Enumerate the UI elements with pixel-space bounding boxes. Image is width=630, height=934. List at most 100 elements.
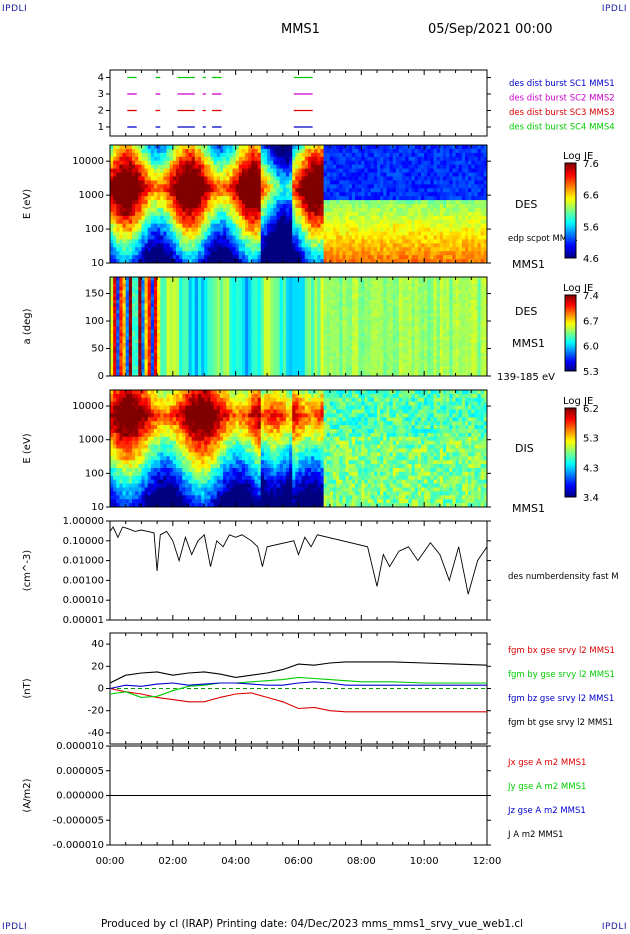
des-energy-cell (125, 231, 130, 236)
des-energy-cell (295, 172, 299, 177)
des-energy-cell (351, 188, 356, 193)
des-energy-column (210, 145, 215, 264)
des-energy-cell (392, 164, 397, 169)
des-energy-cell (323, 188, 328, 193)
des-energy-cell (436, 164, 441, 169)
des-energy-cell (304, 180, 309, 185)
des-pitch-cell (197, 296, 202, 301)
des-pitch-cell (194, 346, 199, 350)
des-energy-cell (471, 172, 475, 177)
des-energy-cell (345, 247, 350, 252)
des-energy-cell (201, 180, 205, 185)
des-energy-cell (329, 176, 334, 181)
des-energy-cell (125, 223, 130, 228)
des-pitch-cell (141, 329, 145, 334)
des-energy-cell (380, 255, 384, 260)
des-pitch-cell (188, 323, 193, 327)
des-energy-cell (414, 215, 419, 221)
des-energy-cell (367, 219, 372, 225)
des-energy-cell (141, 251, 145, 256)
des-energy-cell (128, 152, 133, 158)
des-pitch-cell (191, 359, 196, 364)
des-energy-cell (182, 239, 186, 244)
des-energy-cell (226, 215, 230, 221)
des-energy-cell (285, 164, 290, 169)
des-energy-cell (455, 235, 460, 240)
des-energy-cell (298, 168, 303, 173)
des-energy-cell (465, 259, 469, 264)
des-energy-cell (417, 259, 422, 264)
des-energy-cell (172, 219, 177, 225)
des-pitch-cell (138, 356, 142, 360)
des-energy-cell (333, 227, 337, 232)
des-pitch-cell (166, 300, 171, 304)
des-energy-cell (282, 192, 287, 197)
des-energy-cell (402, 231, 406, 236)
des-pitch-cell (135, 319, 139, 324)
des-energy-cell (182, 196, 186, 201)
des-pitch-cell (210, 369, 215, 374)
des-pitch-cell (210, 303, 215, 308)
des-energy-cell (273, 259, 277, 264)
corner-label-bottom-left: IPDLI (2, 922, 28, 932)
des-energy-cell (292, 255, 296, 260)
des-energy-cell (188, 207, 193, 213)
des-energy-cell (329, 231, 334, 236)
des-energy-cell (461, 251, 466, 256)
des-energy-cell (257, 156, 262, 162)
des-energy-cell (317, 148, 321, 154)
des-energy-cell (314, 207, 318, 213)
des-pitch-cell (197, 316, 202, 321)
des-energy-cell (245, 145, 249, 150)
des-energy-cell (377, 184, 381, 189)
des-energy-cell (147, 172, 152, 177)
des-energy-cell (465, 156, 469, 162)
des-energy-cell (194, 207, 199, 213)
des-energy-cell (326, 235, 331, 240)
des-pitch-cell (113, 333, 117, 337)
des-pitch-cell (210, 313, 215, 317)
des-energy-cell (238, 192, 243, 197)
des-energy-cell (402, 215, 406, 221)
des-energy-cell (282, 160, 287, 166)
des-energy-cell (421, 188, 425, 193)
des-energy-cell (210, 156, 215, 162)
des-energy-cell (116, 172, 120, 177)
des-energy-cell (408, 219, 412, 225)
des-pitch-cell (175, 319, 180, 324)
des-energy-cell (311, 176, 315, 181)
des-energy-cell (465, 148, 469, 154)
des-energy-cell (166, 251, 171, 256)
des-energy-cell (119, 231, 123, 236)
des-pitch-cell (122, 339, 127, 344)
des-energy-cell (311, 231, 315, 236)
des-pitch-cell (138, 372, 142, 377)
des-pitch-cell (128, 362, 133, 367)
des-energy-cell (336, 196, 340, 201)
des-energy-cell (270, 184, 274, 189)
des-energy-cell (424, 223, 428, 228)
des-pitch-cell (116, 296, 120, 301)
des-energy-cell (194, 188, 199, 193)
des-energy-cell (122, 168, 127, 173)
des-energy-cell (433, 223, 438, 228)
des-energy-column (285, 145, 290, 264)
des-pitch-cell (216, 293, 221, 298)
des-energy-cell (345, 188, 350, 193)
des-energy-cell (163, 172, 167, 177)
des-pitch-cell (110, 290, 114, 294)
des-energy-cell (285, 247, 290, 252)
des-energy-cell (135, 180, 139, 185)
des-energy-cell (443, 145, 447, 150)
des-energy-cell (333, 259, 337, 264)
des-energy-cell (172, 255, 177, 260)
des-energy-cell (449, 259, 453, 264)
des-pitch-cell (210, 329, 215, 334)
des-energy-cell (399, 215, 403, 221)
des-energy-cell (110, 145, 114, 150)
des-energy-cell (427, 172, 431, 177)
des-energy-cell (289, 200, 293, 205)
des-energy-cell (389, 231, 394, 236)
des-energy-cell (461, 180, 466, 185)
des-energy-cell (276, 180, 281, 185)
